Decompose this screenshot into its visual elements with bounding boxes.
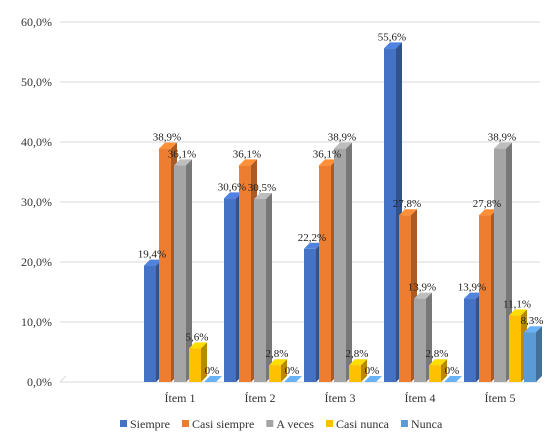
legend-swatch — [400, 420, 408, 427]
bar-side — [536, 326, 542, 382]
data-label: 2,8% — [346, 348, 369, 360]
data-label: 0% — [205, 365, 220, 377]
bar-side — [426, 292, 432, 382]
y-tick-label: 40,0% — [21, 135, 52, 149]
x-tick-label: Ítem 2 — [245, 391, 276, 405]
bar-top — [444, 376, 462, 382]
legend-item: Casi nunca — [336, 417, 390, 431]
x-tick-label: Ítem 4 — [405, 391, 436, 405]
bar — [479, 215, 491, 382]
data-label: 5,6% — [186, 331, 209, 343]
data-label: 38,9% — [488, 132, 516, 144]
x-axis-tick-labels: Ítem 1 Ítem 2 Ítem 3 Ítem 4 Ítem 5 — [165, 391, 516, 405]
bar — [334, 148, 346, 382]
bar — [319, 165, 331, 382]
bar — [254, 199, 266, 382]
data-label: 0% — [285, 365, 300, 377]
floor-edge — [59, 375, 67, 383]
bar-side — [361, 359, 367, 382]
legend-swatch — [182, 420, 189, 427]
x-tick-label: Ítem 1 — [165, 391, 196, 405]
y-tick-label: 20,0% — [21, 255, 52, 269]
bar — [189, 348, 201, 382]
bar — [384, 48, 396, 383]
data-label: 0% — [445, 365, 460, 377]
bar — [144, 265, 156, 382]
bar — [304, 248, 316, 382]
data-label: 19,4% — [138, 249, 166, 261]
bar — [429, 365, 441, 382]
bar — [399, 215, 411, 382]
legend-item: Casi siempre — [192, 417, 254, 431]
bar — [174, 165, 186, 382]
x-tick-label: Ítem 3 — [325, 391, 356, 405]
bar — [509, 315, 521, 382]
data-label: 13,9% — [408, 282, 436, 294]
bar — [239, 165, 251, 382]
gridlines — [59, 21, 540, 383]
legend-swatch — [266, 420, 274, 427]
y-tick-label: 50,0% — [21, 75, 52, 89]
bars — [144, 42, 542, 383]
data-label: 2,8% — [426, 348, 449, 360]
data-label: 27,8% — [393, 198, 421, 210]
y-tick-label: 60,0% — [21, 15, 52, 29]
legend-swatch — [120, 420, 127, 427]
bar-side — [441, 359, 447, 382]
data-label: 8,3% — [521, 315, 544, 327]
legend-swatch — [325, 420, 333, 427]
bar — [414, 298, 426, 382]
data-label: 11,1% — [503, 298, 531, 310]
y-tick-label: 30,0% — [21, 195, 52, 209]
data-label: 30,5% — [248, 182, 276, 194]
bar — [464, 298, 476, 382]
bar — [349, 365, 361, 382]
legend: Siempre Casi siempre A veces Casi nunca Nunc… — [120, 417, 443, 431]
data-label: 13,9% — [458, 282, 486, 294]
bar-side — [281, 359, 287, 382]
data-label: 36,1% — [313, 148, 341, 160]
y-tick-label: 0,0% — [27, 375, 52, 389]
data-label: 38,9% — [153, 132, 181, 144]
data-label: 36,1% — [168, 148, 196, 160]
legend-item: Nunca — [411, 417, 443, 431]
data-label: 0% — [365, 365, 380, 377]
bar-side — [201, 342, 207, 382]
bar — [494, 148, 506, 382]
bar — [224, 198, 236, 382]
y-tick-label: 10,0% — [21, 315, 52, 329]
bar-side — [266, 193, 272, 382]
data-label: 22,2% — [298, 232, 326, 244]
data-label: 30,6% — [218, 181, 246, 193]
bar — [269, 365, 281, 382]
data-label: 38,9% — [328, 132, 356, 144]
y-axis-tick-labels: 0,0% 10,0% 20,0% 30,0% 40,0% 50,0% 60,0% — [21, 15, 52, 389]
bar-side — [346, 142, 352, 382]
x-tick-label: Ítem 5 — [485, 391, 516, 405]
legend-item: A veces — [276, 417, 314, 431]
data-label: 36,1% — [233, 148, 261, 160]
data-label: 2,8% — [266, 348, 289, 360]
legend-item: Siempre — [130, 417, 170, 431]
bar — [159, 148, 171, 382]
data-labels: 19,4% 38,9% 36,1% 5,6% 0% 30,6% 36,1% 30,5% 2,8%… — [138, 31, 544, 377]
bar-side — [186, 159, 192, 382]
data-label: 27,8% — [473, 198, 501, 210]
bar-top — [204, 376, 222, 382]
bar-top — [364, 376, 382, 382]
bar-top — [284, 376, 302, 382]
data-label: 55,6% — [378, 31, 406, 43]
bar — [524, 332, 536, 382]
